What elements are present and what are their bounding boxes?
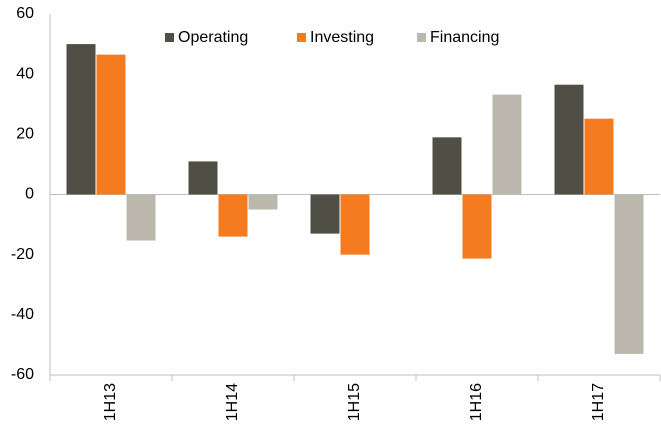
bar	[584, 118, 614, 195]
bar	[218, 194, 248, 237]
y-tick-label: -60	[11, 366, 34, 383]
bar	[432, 137, 462, 195]
bar	[554, 84, 584, 195]
x-tick-label: 1H16	[468, 383, 485, 421]
y-tick-label: 0	[25, 186, 34, 203]
bar	[492, 94, 522, 195]
legend-label: Financing	[430, 29, 499, 46]
bar	[462, 194, 492, 259]
legend-swatch	[417, 33, 426, 42]
legend-label: Investing	[310, 29, 374, 46]
y-tick-label: 40	[16, 65, 34, 82]
y-tick-label: 20	[16, 126, 34, 143]
y-tick-label: -20	[11, 246, 34, 263]
bar	[96, 54, 126, 195]
legend-swatch	[165, 33, 174, 42]
x-tick-label: 1H17	[590, 383, 607, 421]
legend-label: Operating	[178, 29, 248, 46]
bar	[188, 161, 218, 195]
y-tick-label: 60	[16, 5, 34, 22]
bar	[310, 194, 340, 234]
bar	[66, 44, 96, 195]
bar	[340, 194, 370, 255]
legend-swatch	[297, 33, 306, 42]
y-tick-label: -40	[11, 306, 34, 323]
bar	[126, 194, 156, 241]
bar	[614, 194, 644, 354]
x-tick-label: 1H13	[102, 383, 119, 421]
bar	[248, 194, 278, 210]
x-tick-label: 1H15	[346, 383, 363, 421]
x-tick-label: 1H14	[224, 383, 241, 421]
